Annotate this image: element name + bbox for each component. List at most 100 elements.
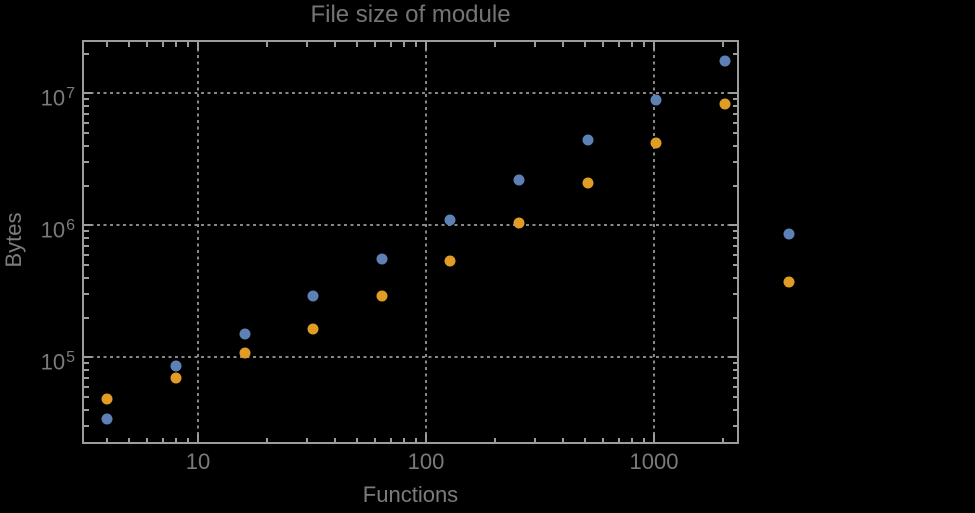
data-point-series-1: [239, 328, 250, 340]
major-tick-x-top: [196, 42, 199, 50]
data-point-series-2: [719, 98, 731, 110]
data-point-series-1: [307, 290, 319, 302]
major-tick-x-bottom: [652, 434, 655, 442]
minor-tick-y-left: [84, 362, 89, 365]
minor-tick-y-right: [732, 230, 737, 233]
minor-tick-x-top: [493, 42, 496, 47]
minor-tick-x-top: [602, 42, 605, 47]
minor-tick-x-bottom: [630, 437, 633, 442]
minor-tick-x-top: [265, 42, 268, 47]
minor-tick-x-bottom: [721, 437, 724, 442]
minor-tick-x-bottom: [186, 437, 189, 442]
minor-tick-y-right: [732, 144, 737, 147]
minor-tick-y-right: [732, 425, 737, 428]
minor-tick-y-right: [732, 184, 737, 187]
minor-tick-x-top: [414, 42, 417, 47]
minor-tick-x-bottom: [402, 437, 405, 442]
major-tick-y-right: [729, 92, 737, 95]
minor-tick-y-left: [84, 230, 89, 233]
gridline-x-1000: [652, 42, 655, 442]
minor-tick-x-top: [356, 42, 359, 47]
data-point-series-1: [376, 253, 388, 265]
major-tick-y-right: [729, 224, 737, 227]
minor-tick-y-left: [84, 105, 89, 108]
minor-tick-y-right: [732, 98, 737, 101]
major-tick-y-left: [84, 92, 92, 95]
major-tick-y-left: [84, 224, 92, 227]
minor-tick-x-bottom: [356, 437, 359, 442]
data-point-series-2: [101, 393, 113, 405]
minor-tick-y-left: [84, 98, 89, 101]
gridline-y-10e7: [84, 92, 737, 95]
minor-tick-x-top: [374, 42, 377, 47]
minor-tick-x-bottom: [146, 437, 149, 442]
x-tick-label-1000: 1000: [629, 449, 679, 474]
y-tick-label-10e5: 105: [40, 349, 75, 375]
data-point-series-2: [307, 323, 319, 335]
major-tick-x-bottom: [196, 434, 199, 442]
minor-tick-y-left: [84, 253, 89, 256]
plot-frame-right: [737, 40, 739, 444]
gridline-x-100: [424, 42, 427, 442]
minor-tick-y-left: [84, 121, 89, 124]
minor-tick-y-right: [732, 385, 737, 388]
major-tick-y-right: [729, 356, 737, 359]
minor-tick-x-top: [630, 42, 633, 47]
minor-tick-x-top: [389, 42, 392, 47]
minor-tick-y-left: [84, 369, 89, 372]
minor-tick-x-top: [186, 42, 189, 47]
legend-marker-series-1: [783, 228, 795, 240]
major-tick-x-top: [652, 42, 655, 50]
minor-tick-y-right: [732, 408, 737, 411]
minor-tick-y-right: [732, 369, 737, 372]
minor-tick-x-top: [128, 42, 131, 47]
y-axis-title: Bytes: [1, 212, 26, 268]
minor-tick-y-left: [84, 385, 89, 388]
minor-tick-x-top: [721, 42, 724, 47]
minor-tick-x-bottom: [128, 437, 131, 442]
data-point-series-2: [239, 347, 250, 359]
minor-tick-x-top: [642, 42, 645, 47]
data-point-series-1: [582, 134, 594, 146]
minor-tick-y-left: [84, 132, 89, 135]
minor-tick-y-right: [732, 161, 737, 164]
minor-tick-y-left: [84, 237, 89, 240]
minor-tick-x-top: [146, 42, 149, 47]
minor-tick-x-bottom: [617, 437, 620, 442]
minor-tick-x-bottom: [389, 437, 392, 442]
data-point-series-1: [650, 94, 662, 106]
minor-tick-x-top: [174, 42, 177, 47]
chart-title: File size of module: [310, 1, 511, 28]
minor-tick-x-bottom: [106, 437, 109, 442]
minor-tick-y-right: [732, 395, 737, 398]
minor-tick-y-left: [84, 184, 89, 187]
data-point-series-1: [170, 360, 182, 372]
plot-frame-bottom: [82, 442, 739, 444]
x-axis-title: Functions: [362, 482, 459, 507]
minor-tick-x-bottom: [584, 437, 587, 442]
minor-tick-y-right: [732, 293, 737, 296]
minor-tick-y-left: [84, 293, 89, 296]
legend-marker-series-2: [783, 276, 795, 288]
data-point-series-2: [582, 177, 594, 189]
minor-tick-y-left: [84, 316, 89, 319]
minor-tick-y-right: [732, 362, 737, 365]
x-tick-label-10: 10: [185, 449, 211, 474]
minor-tick-x-top: [305, 42, 308, 47]
minor-tick-x-top: [402, 42, 405, 47]
data-point-series-2: [376, 290, 388, 302]
minor-tick-x-top: [334, 42, 337, 47]
data-point-series-2: [513, 217, 525, 229]
minor-tick-y-left: [84, 376, 89, 379]
data-point-series-2: [650, 137, 662, 149]
minor-tick-y-left: [84, 161, 89, 164]
minor-tick-y-left: [84, 276, 89, 279]
minor-tick-y-left: [84, 112, 89, 115]
minor-tick-y-right: [732, 253, 737, 256]
data-point-series-1: [719, 55, 731, 67]
plot-frame-left: [82, 40, 84, 444]
minor-tick-y-right: [732, 316, 737, 319]
data-point-series-1: [101, 413, 113, 425]
minor-tick-y-right: [732, 121, 737, 124]
plot-area: [82, 40, 739, 444]
